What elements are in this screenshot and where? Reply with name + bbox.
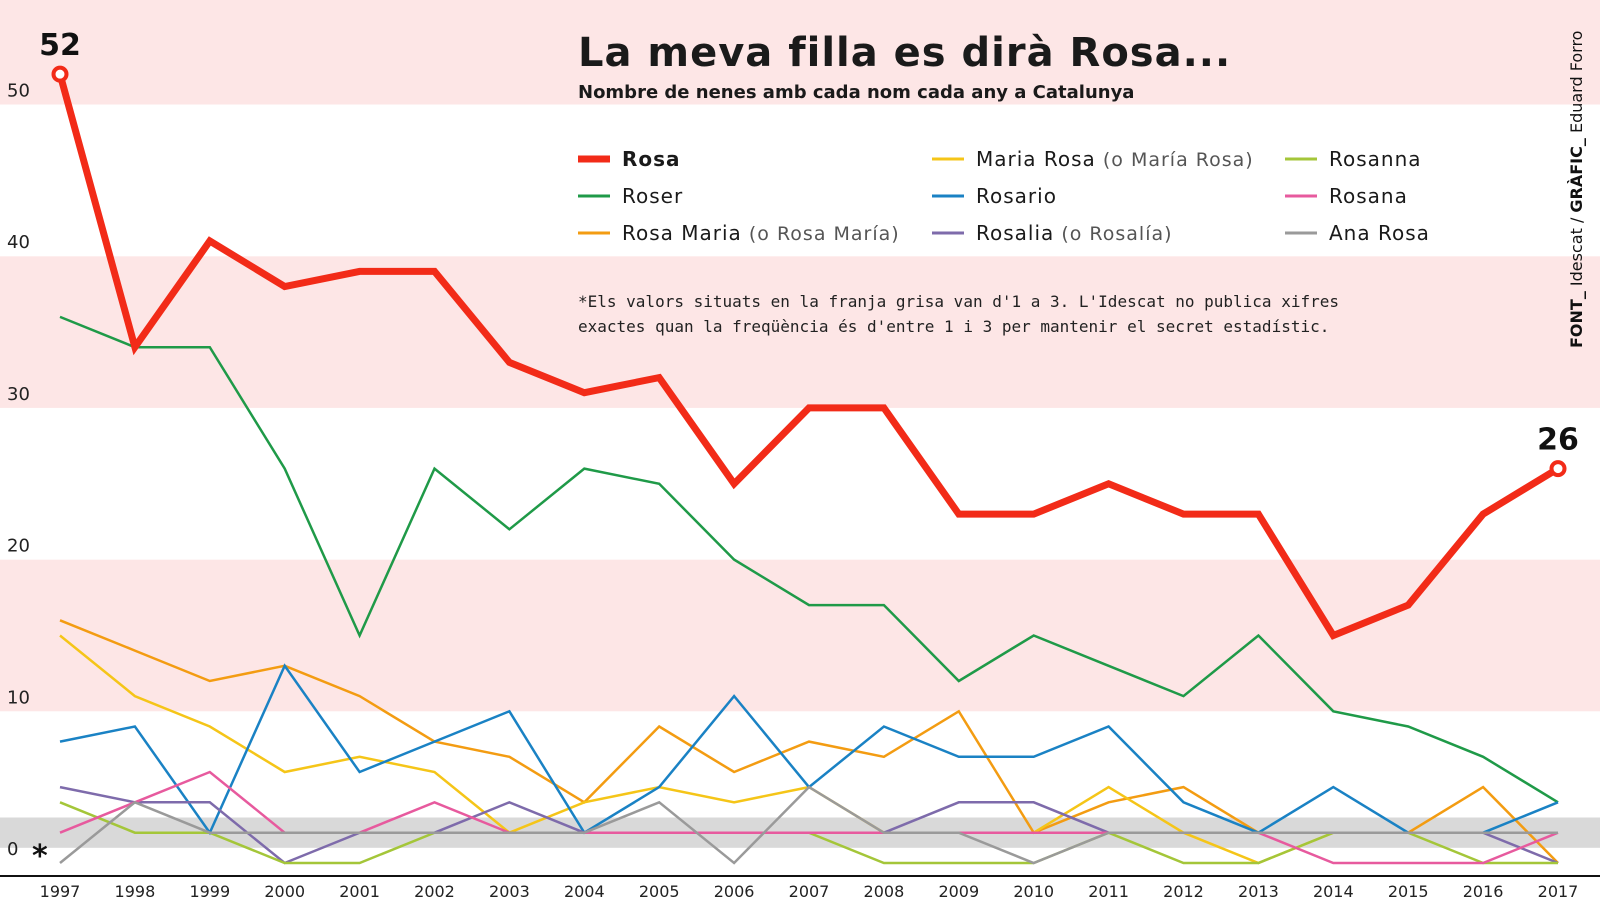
y-tick-label: 40 [7,232,30,253]
source-name: Idescat / [1567,213,1586,292]
x-tick-label: 2011 [1088,882,1129,900]
legend-name-note: (o María Rosa) [1096,149,1254,171]
band-10-20 [0,559,1600,712]
background-bands [0,0,1600,712]
grey-band-star-label: * [32,839,48,874]
y-tick-label: 20 [7,536,30,557]
legend-name: Rosario [976,184,1057,208]
legend-label-rosa-maria: Rosa Maria (o Rosa María) [622,221,900,245]
credit-prefix: GRÀFIC_ [1567,138,1586,212]
note-line-1: *Els valors situats en la franja grisa v… [578,292,1339,311]
legend-name: Rosalia [976,221,1054,245]
legend-name-note: (o Rosalía) [1054,223,1172,245]
legend-label-ana-rosa: Ana Rosa [1329,221,1430,245]
legend-label-rosanna: Rosanna [1329,147,1422,171]
legend-label-rosana: Rosana [1329,184,1408,208]
legend-label-roser: Roser [622,184,683,208]
x-tick-label: 1999 [189,882,230,900]
y-tick-label: 30 [7,384,30,405]
chart-title: La meva filla es dirà Rosa... [578,30,1231,76]
credit-name: Eduard Forro [1567,31,1586,139]
x-tick-label: 1997 [40,882,81,900]
source-prefix: FONT_ [1567,291,1586,348]
x-tick-label: 2000 [264,882,305,900]
note-line-2: exactes quan la freqüència és d'entre 1 … [578,317,1329,336]
x-tick-label: 2010 [1013,882,1054,900]
x-tick-label: 2014 [1313,882,1354,900]
x-tick-label: 2016 [1463,882,1504,900]
legend-name: Roser [622,184,683,208]
y-tick-label: 50 [7,81,30,102]
band-50-60 [0,0,1600,105]
legend-label-rosario: Rosario [976,184,1057,208]
legend-name-note: (o Rosa María) [742,223,900,245]
series-line-ana-rosa [59,785,1558,865]
source-credit: FONT_ Idescat / GRÀFIC_ Eduard Forro [1567,31,1586,348]
y-tick-label: 0 [7,839,18,860]
x-tick-label: 2017 [1538,882,1579,900]
x-tick-label: 2006 [714,882,755,900]
legend-name: Rosanna [1329,147,1422,171]
series-line-rosa [56,73,1560,640]
x-tick-label: 2004 [564,882,605,900]
start-value-label: 52 [39,28,81,63]
legend-name: Rosa Maria [622,221,742,245]
x-tick-label: 2001 [339,882,380,900]
legend-name: Maria Rosa [976,147,1096,171]
x-axis-ticks: 1997 1998 1999 2000 2001 2002 2003 2004 2005 2006… [40,882,1579,900]
x-tick-label: 2015 [1388,882,1429,900]
x-tick-label: 2008 [864,882,905,900]
legend-label-maria-rosa: Maria Rosa (o María Rosa) [976,147,1254,171]
endpoint-markers: 52 26 [39,28,1579,478]
x-tick-label: 2002 [414,882,455,900]
legend-label-rosalia: Rosalia (o Rosalía) [976,221,1173,245]
chart-subtitle: Nombre de nenes amb cada nom cada any a … [578,82,1134,103]
x-tick-label: 2007 [789,882,830,900]
x-tick-label: 2003 [489,882,530,900]
legend-name: Rosana [1329,184,1408,208]
band-40-50 [0,104,1600,257]
series-lines [56,73,1560,865]
legend-name: Rosa [622,147,681,171]
x-tick-label: 2009 [938,882,979,900]
band-30-40 [0,256,1600,408]
x-tick-label: 2013 [1238,882,1279,900]
end-marker [1549,460,1567,478]
end-value-label: 26 [1537,423,1579,458]
legend-label-rosa: Rosa [622,147,681,171]
y-tick-label: 10 [7,687,30,708]
legend-name: Ana Rosa [1329,221,1430,245]
x-tick-label: 1998 [115,882,156,900]
band-20-30 [0,407,1600,560]
legend: Rosa Roser Rosa Maria (o Rosa María) Maria … [578,147,1430,245]
x-tick-label: 2005 [639,882,680,900]
series-line-roser [59,315,1559,804]
start-marker [51,65,69,83]
y-axis-ticks: 0 10 20 30 40 50 [7,81,30,861]
x-tick-label: 2012 [1163,882,1204,900]
